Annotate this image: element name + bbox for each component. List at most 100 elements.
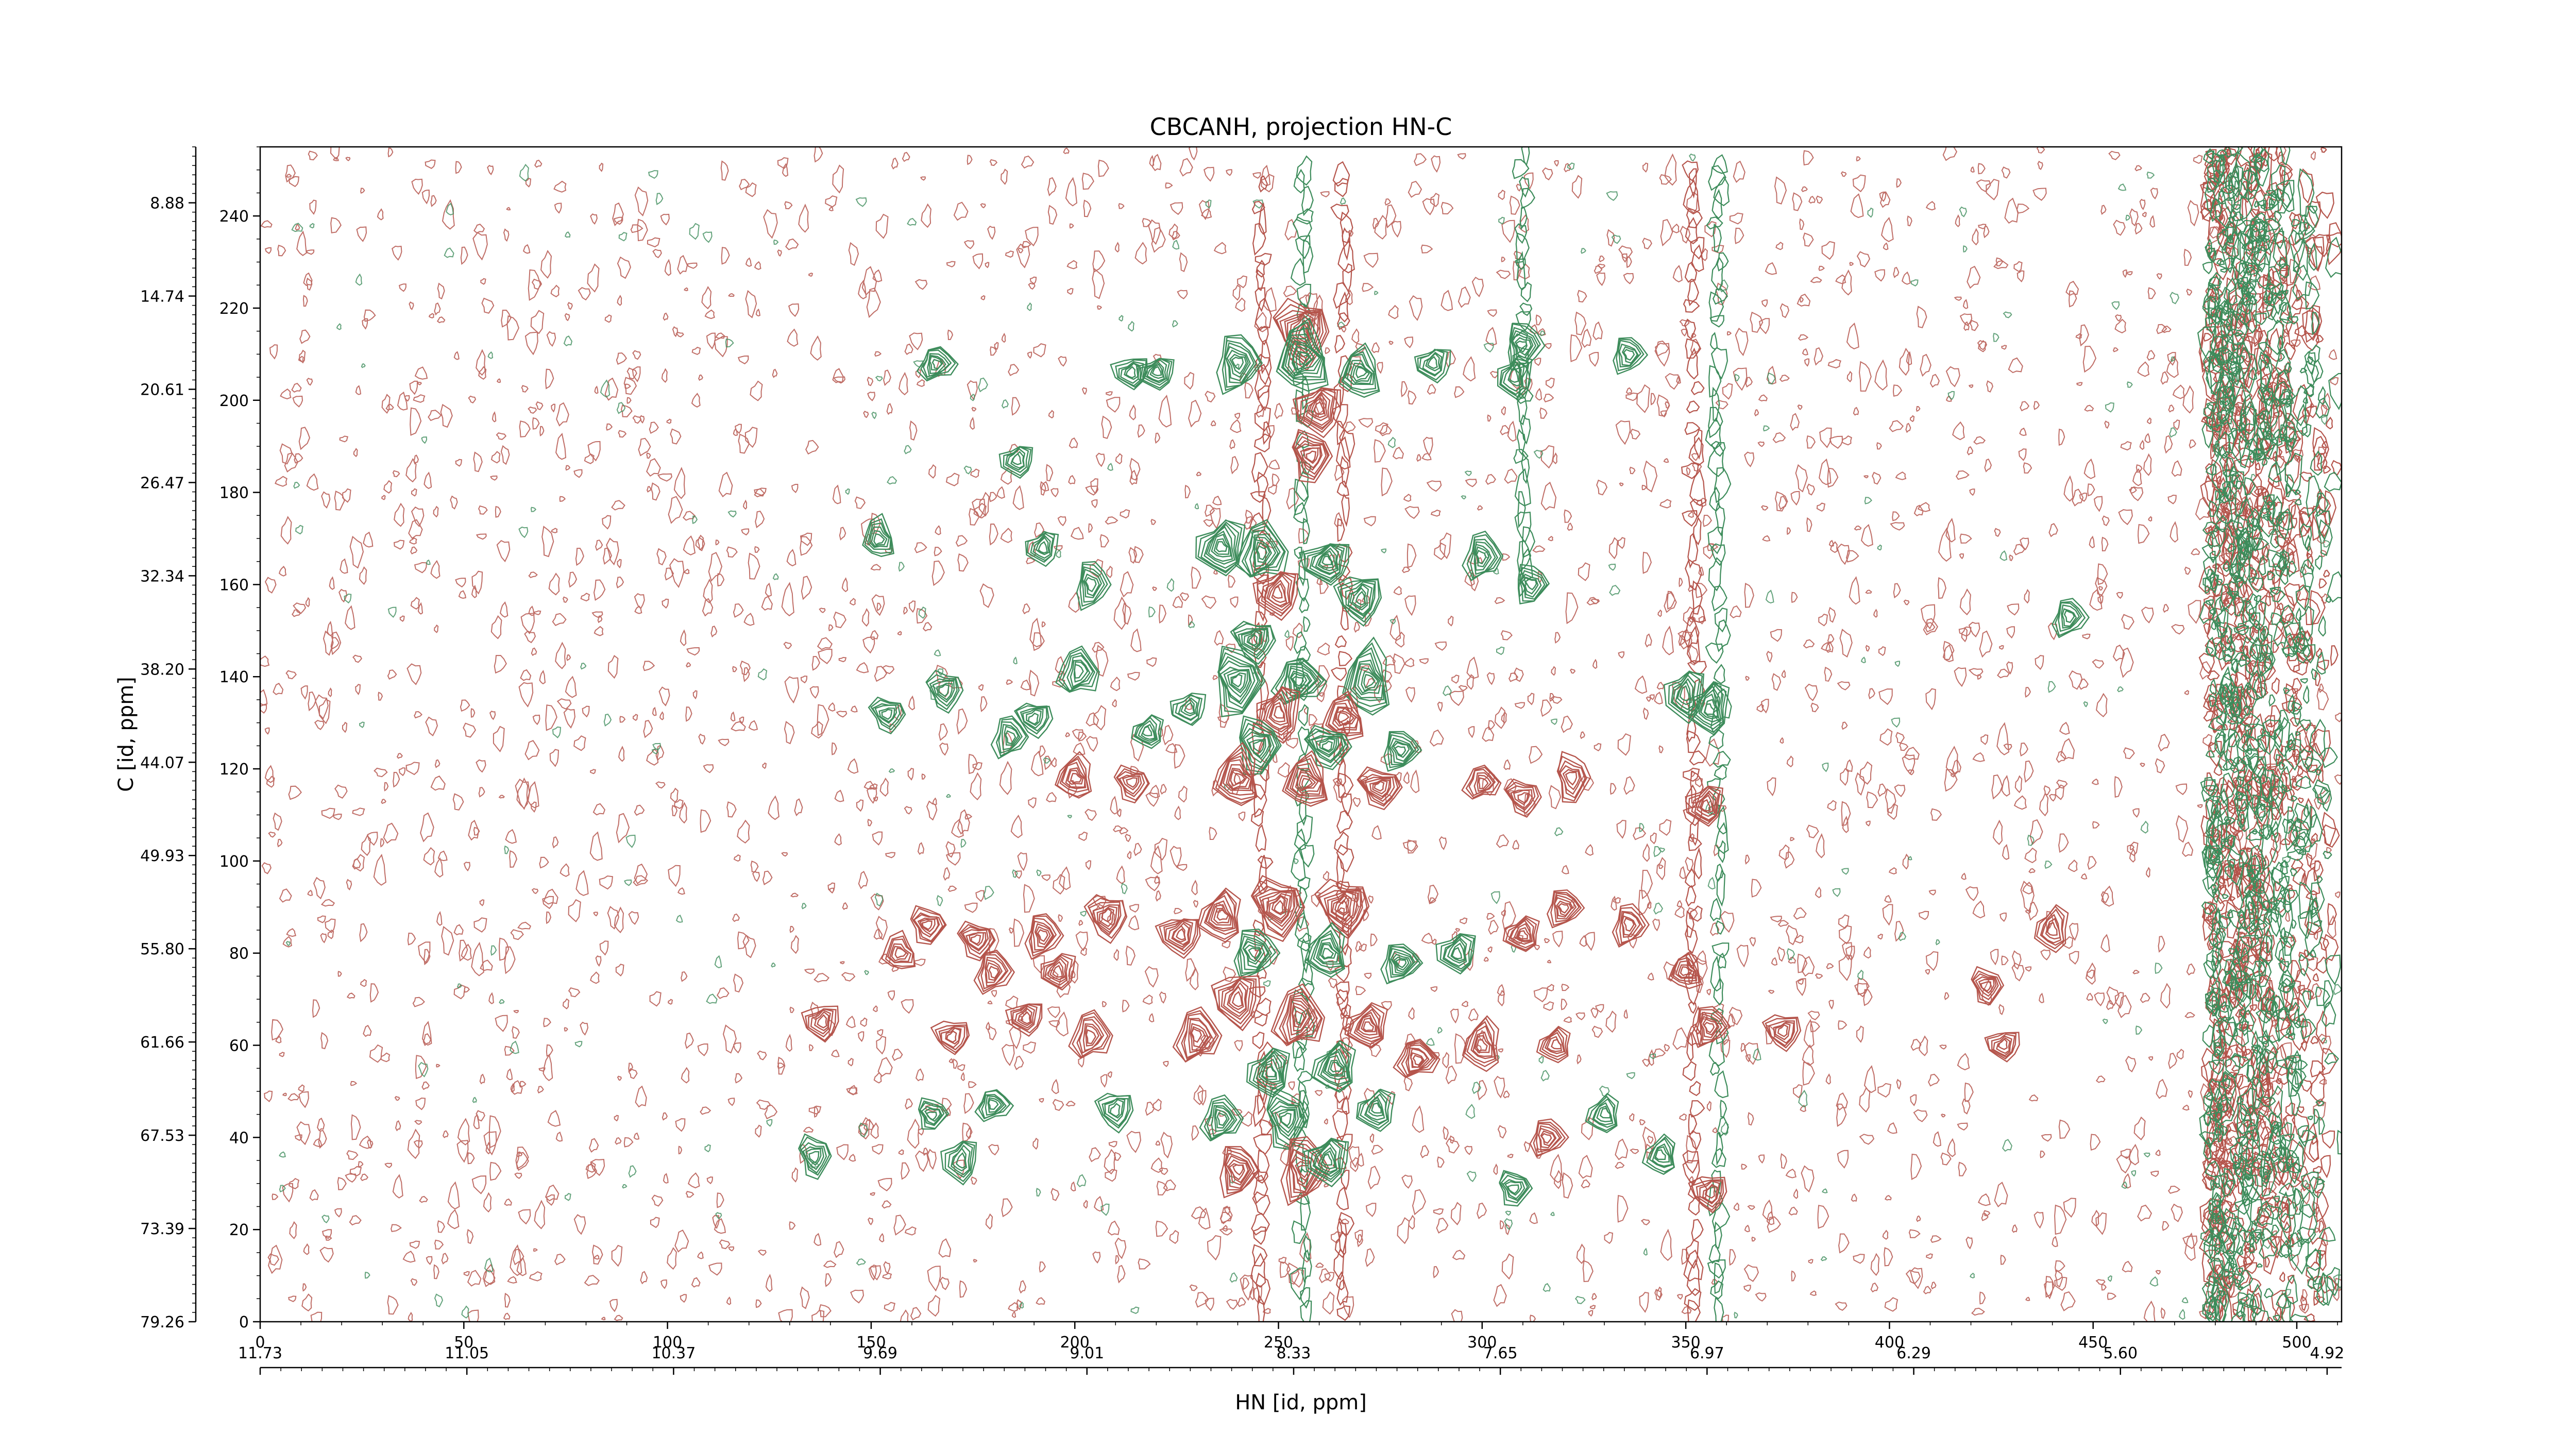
peak-contour-level	[1214, 1108, 1230, 1129]
peak-contour-level	[1361, 1017, 1377, 1033]
peak-contour-level	[1277, 321, 1327, 385]
peak-contour-level	[1696, 1180, 1723, 1208]
peak-contour-level	[1355, 1012, 1380, 1039]
peak-contour-level	[1079, 563, 1108, 607]
x-axis-label: HN [id, ppm]	[1235, 1391, 1367, 1414]
peak-contour-level	[1056, 755, 1090, 798]
peak-contour-level	[1024, 913, 1064, 960]
peak-contour-level	[1042, 954, 1073, 989]
peak-contour-level	[1226, 349, 1249, 378]
peak-contour-level	[925, 1111, 937, 1121]
peak-contour-level	[894, 947, 907, 959]
peak-contour-level	[916, 346, 959, 382]
peak-contour-level	[881, 930, 916, 969]
peak-contour-level	[1205, 895, 1236, 932]
peak-contour-level	[1282, 333, 1324, 379]
peak-contour-level	[1357, 766, 1403, 811]
peak-contour-level	[1109, 1103, 1121, 1118]
peak-contour-level	[1047, 957, 1067, 983]
peak-contour-level	[1125, 366, 1136, 379]
peak-contour-level	[947, 1141, 973, 1178]
peak-contour-level	[1149, 363, 1164, 379]
peak-contour-level	[1253, 539, 1273, 567]
peak-contour-level	[1286, 311, 1316, 350]
peak-contour-level	[1227, 982, 1247, 1014]
peak-contour-level	[1593, 1102, 1614, 1126]
peak	[1083, 894, 1128, 945]
peak-contour-level	[1529, 1118, 1569, 1158]
peak-contour-level	[1199, 889, 1238, 940]
peak-contour-level	[1065, 767, 1086, 788]
peak-contour-level	[929, 678, 958, 707]
peak-contour-level	[1208, 900, 1234, 930]
peak	[1355, 1088, 1396, 1132]
peak-contour-level	[1118, 361, 1144, 387]
peak-contour-level	[1212, 742, 1258, 806]
peak-contour-level	[1262, 1063, 1277, 1081]
peak-contour-level	[1393, 956, 1410, 971]
peak-contour-level	[927, 353, 950, 377]
peak	[1094, 1092, 1134, 1134]
peak-contour-level	[1070, 659, 1091, 688]
peak-contour-level	[1067, 770, 1084, 785]
peak-contour-level	[881, 709, 893, 720]
peak-contour-level	[1691, 1006, 1731, 1049]
peak-contour-level	[1290, 670, 1311, 692]
peak	[1333, 576, 1382, 627]
peak-contour-level	[1216, 1112, 1228, 1126]
peak-contour-level	[798, 1133, 832, 1180]
peak-contour-level	[1364, 778, 1392, 800]
x-tick-label: 250	[1264, 1334, 1293, 1352]
peak	[1691, 1006, 1731, 1049]
peak-contour-level	[1286, 998, 1316, 1041]
y-tick-label: 180	[219, 484, 249, 502]
peak-contour-level	[1274, 1108, 1297, 1134]
y-ppm-tick-label: 79.26	[140, 1313, 184, 1332]
peak-contour-level	[873, 533, 885, 546]
peak-contour-level	[1347, 583, 1373, 615]
peak-contour-level	[1337, 579, 1380, 623]
peak-contour-level	[1971, 970, 2002, 1004]
peak-contour-level	[1223, 759, 1252, 791]
peak	[1292, 387, 1341, 439]
peak-contour-level	[1462, 1015, 1499, 1072]
peak-contour-level	[1668, 670, 1703, 720]
peak-contour-level	[1314, 1142, 1338, 1175]
y-tick-label: 60	[229, 1037, 249, 1055]
peak-contour-level	[1321, 555, 1332, 566]
peak-contour-level	[1670, 671, 1701, 716]
peak-contour-level	[1216, 909, 1229, 921]
peak-contour-level	[1353, 1008, 1382, 1042]
peak-contour-level	[1517, 930, 1529, 939]
peak-contour-level	[1623, 348, 1635, 361]
peak-contour-level	[1700, 1013, 1723, 1041]
peak-contour-level	[1255, 888, 1298, 931]
peak-contour-level	[1268, 697, 1289, 726]
peak	[1517, 564, 1550, 605]
peak-contour-level	[1176, 928, 1186, 940]
peak-contour-level	[1351, 587, 1366, 609]
peak-contour-level	[1232, 673, 1243, 688]
x-tick-label: 0	[255, 1334, 265, 1352]
peak	[1256, 686, 1301, 744]
peak-contour-level	[1349, 1005, 1382, 1045]
peak-contour-level	[1321, 1153, 1333, 1166]
y-ppm-tick-label: 67.53	[140, 1127, 184, 1145]
peak-contour-level	[946, 1030, 957, 1043]
peak-contour-level	[2036, 905, 2065, 950]
peak-contour-level	[817, 1014, 827, 1029]
peak	[1270, 983, 1326, 1047]
peak-contour-level	[1308, 393, 1328, 422]
peak-contour-level	[1327, 1059, 1344, 1075]
peak	[1585, 1092, 1619, 1134]
peak-contour-level	[1292, 1005, 1307, 1029]
peak	[973, 949, 1015, 995]
peak-contour-level	[1248, 634, 1258, 646]
x-ppm-tick-label: 7.65	[1483, 1344, 1518, 1362]
x-ppm-tick-label: 9.01	[1070, 1344, 1104, 1362]
peak-contour-level	[2061, 608, 2077, 627]
peak-contour-level	[1233, 772, 1246, 785]
peak-contour-level	[1354, 663, 1382, 696]
peak-contour-level	[1230, 620, 1277, 665]
